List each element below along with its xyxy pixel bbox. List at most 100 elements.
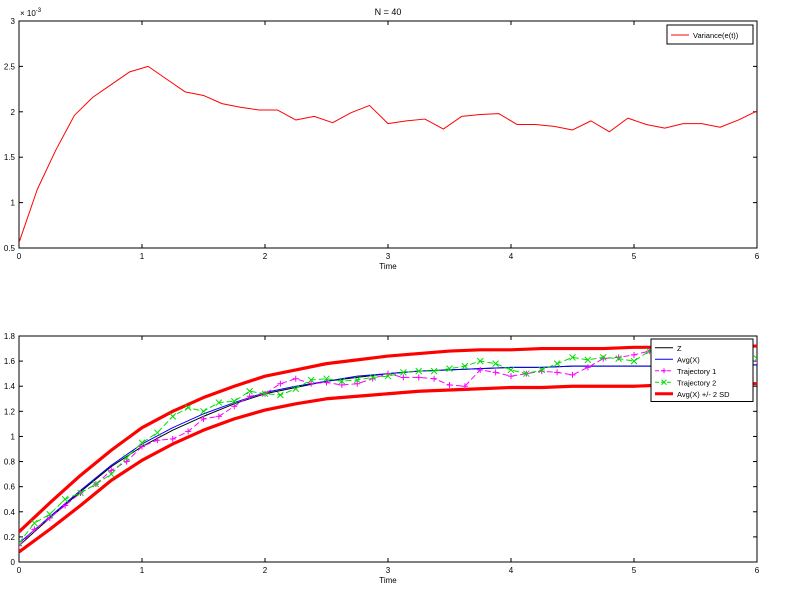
series-marker-trajectory-1: [554, 369, 561, 376]
series-marker-trajectory-2: [369, 374, 376, 381]
trajectory-y-tick-label: 1.8: [4, 332, 16, 341]
legend-label-trajectory-1: Trajectory 1: [677, 367, 716, 376]
trajectory-y-tick-label: 1: [11, 432, 16, 441]
series-marker-trajectory-1: [400, 374, 407, 381]
variance-y-tick-label: 1.5: [4, 153, 16, 162]
series-marker-trajectory-1: [62, 502, 69, 509]
series-marker-trajectory-2: [507, 366, 515, 374]
series-marker-trajectory-1: [200, 415, 207, 422]
variance-chart-title: N = 40: [375, 7, 402, 17]
legend-label-avg-x: Avg(X): [677, 355, 700, 364]
series-marker-trajectory-2: [277, 391, 284, 399]
series-marker-trajectory-1: [615, 354, 622, 361]
series-marker-trajectory-2: [446, 365, 453, 372]
series-marker-trajectory-2: [261, 390, 269, 398]
trajectory-y-tick-label: 1.4: [4, 382, 16, 391]
series-marker-trajectory-2: [169, 413, 177, 420]
trajectory-axes-box: [18, 335, 758, 563]
trajectory-x-tick-label: 3: [386, 566, 391, 575]
series-marker-trajectory-1: [569, 371, 576, 378]
series-marker-trajectory-1: [308, 380, 315, 387]
series-marker-trajectory-2: [19, 539, 23, 547]
series-line-variance-e-t: [19, 65, 757, 243]
trajectory-x-tick-label: 4: [509, 566, 514, 575]
series-marker-trajectory-2: [492, 360, 499, 367]
series-line-avg-x-2-sd: [19, 344, 757, 534]
series-marker-trajectory-1: [231, 403, 238, 410]
series-marker-trajectory-1: [600, 355, 607, 362]
series-marker-trajectory-1: [508, 373, 514, 380]
variance-y-tick-label: 2.5: [4, 62, 16, 71]
series-marker-trajectory-2: [338, 377, 346, 385]
series-marker-trajectory-2: [92, 480, 100, 488]
series-marker-trajectory-1: [415, 374, 422, 381]
series-marker-trajectory-2: [230, 397, 238, 405]
series-marker-trajectory-2: [523, 370, 530, 378]
series-marker-trajectory-1: [246, 393, 253, 400]
legend-label-variance-e-t: Variance(e(t)): [693, 31, 739, 40]
variance-x-tick-label: 6: [755, 252, 760, 261]
variance-y-tick-label: 3: [11, 17, 16, 26]
series-marker-trajectory-1: [46, 515, 53, 522]
legend-label-avg-x-2-sd: Avg(X) +/- 2 SD: [677, 390, 730, 399]
trajectory-x-axis-label: Time: [379, 576, 397, 585]
series-marker-trajectory-2: [46, 510, 54, 518]
series-marker-trajectory-1: [492, 369, 499, 376]
trajectory-chart: 0 1 2 3 4 5 6 0 0.2 0.4 0.6 0.8 1 1.2 1.4 1.6 1.8 Z Avg(X)…: [4, 332, 760, 585]
variance-axes-box: [18, 20, 758, 249]
trajectory-y-tick-label: 0.2: [4, 533, 16, 542]
series-marker-trajectory-2: [323, 375, 330, 383]
variance-series-group: [19, 65, 757, 243]
series-marker-trajectory-2: [400, 369, 407, 376]
variance-x-axis-label: Time: [379, 262, 397, 271]
series-marker-trajectory-1: [584, 364, 591, 371]
series-marker-trajectory-2: [584, 356, 592, 364]
series-marker-trajectory-2: [77, 489, 84, 497]
series-marker-trajectory-2: [246, 387, 253, 395]
variance-x-tick-label: 4: [509, 252, 514, 261]
variance-legend-box: [666, 24, 754, 45]
variance-x-tick-label: 0: [17, 252, 22, 261]
series-marker-trajectory-1: [123, 458, 130, 465]
series-marker-trajectory-1: [31, 526, 38, 533]
series-marker-trajectory-2: [599, 353, 607, 361]
series-marker-trajectory-1: [461, 383, 468, 390]
series-marker-trajectory-2: [461, 362, 469, 370]
series-marker-trajectory-2: [123, 454, 130, 462]
series-marker-trajectory-2: [107, 470, 115, 478]
variance-x-tick-label: 1: [140, 252, 145, 261]
series-marker-trajectory-1: [446, 381, 453, 388]
series-marker-trajectory-1: [477, 366, 484, 373]
trajectory-x-tick-label: 2: [263, 566, 268, 575]
trajectory-x-tick-label: 1: [140, 566, 145, 575]
series-marker-trajectory-2: [415, 367, 423, 375]
trajectory-y-tick-label: 0.4: [4, 508, 16, 517]
series-marker-trajectory-2: [154, 429, 161, 437]
legend-label-z: Z: [677, 344, 682, 353]
series-marker-trajectory-1: [277, 380, 284, 387]
series-line-avg-x-2-sd-lower: [19, 382, 757, 554]
variance-y-exponent-power: -3: [36, 8, 42, 14]
trajectory-x-tick-label: 5: [632, 566, 637, 575]
series-marker-trajectory-2: [476, 357, 484, 365]
trajectory-plot-area: 0 1 2 3 4 5 6 0 0.2 0.4 0.6 0.8 1 1.2 1.4 1.6 1.8 Z Avg(X)…: [4, 332, 760, 575]
variance-y-exponent-label: × 10-3: [20, 8, 42, 18]
series-marker-trajectory-1: [169, 435, 176, 442]
series-marker-trajectory-1: [631, 351, 637, 358]
series-marker-trajectory-1: [431, 375, 438, 382]
trajectory-y-tick-label: 1.6: [4, 357, 16, 366]
series-marker-trajectory-2: [307, 376, 315, 384]
series-marker-trajectory-2: [630, 357, 638, 365]
variance-x-tick-label: 5: [632, 252, 637, 261]
variance-legend: Variance(e(t)): [666, 24, 754, 45]
trajectory-x-tick-label: 0: [17, 566, 22, 575]
variance-x-tick-label: 2: [263, 252, 268, 261]
trajectory-x-tick-label: 6: [755, 566, 760, 575]
series-marker-trajectory-1: [185, 428, 192, 435]
trajectory-y-tick-label: 0.6: [4, 483, 16, 492]
series-marker-trajectory-1: [538, 368, 545, 375]
series-marker-trajectory-2: [615, 355, 622, 362]
series-marker-trajectory-1: [338, 381, 345, 388]
series-marker-trajectory-1: [154, 437, 161, 444]
